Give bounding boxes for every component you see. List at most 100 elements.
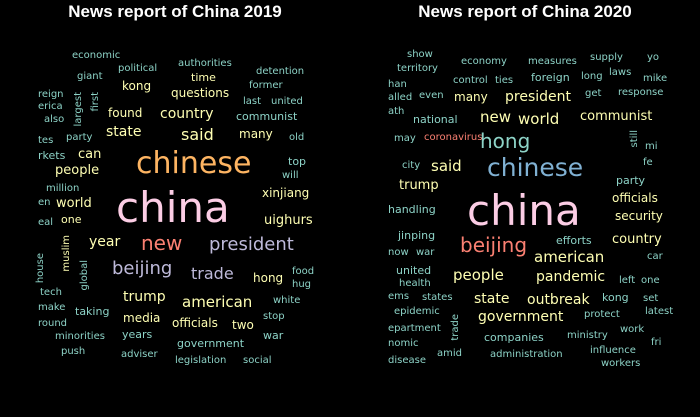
cloud-word: american xyxy=(534,248,605,266)
word-cloud: show territory economy measures supply yo laws… xyxy=(350,40,700,380)
cloud-word: can xyxy=(78,147,102,162)
cloud-word: rkets xyxy=(38,149,66,162)
cloud-word: now xyxy=(388,247,409,258)
cloud-word: even xyxy=(419,90,444,101)
cloud-word: many xyxy=(239,127,273,141)
cloud-word: erica xyxy=(38,101,63,112)
cloud-word: work xyxy=(620,324,645,335)
cloud-word: many xyxy=(454,90,488,104)
cloud-word: said xyxy=(181,125,214,144)
cloud-word: supply xyxy=(590,52,623,63)
cloud-word: workers xyxy=(601,358,641,369)
cloud-word: economic xyxy=(72,50,121,61)
cloud-word: hong xyxy=(253,271,284,285)
cloud-word: administration xyxy=(490,349,563,360)
cloud-word: stop xyxy=(263,311,285,322)
cloud-word: state xyxy=(106,124,142,140)
cloud-word: outbreak xyxy=(527,292,590,308)
cloud-word: trump xyxy=(399,178,439,193)
cloud-word: mi xyxy=(645,141,658,152)
cloud-word: house xyxy=(35,253,46,284)
cloud-word: han xyxy=(388,79,407,90)
cloud-word: government xyxy=(478,309,564,325)
cloud-word: united xyxy=(271,96,303,107)
cloud-word: found xyxy=(108,106,143,120)
cloud-word: amid xyxy=(437,348,462,359)
cloud-word: xinjiang xyxy=(262,186,310,200)
cloud-word: trump xyxy=(123,289,166,305)
cloud-word: global xyxy=(79,260,90,291)
cloud-word: beijing xyxy=(112,258,173,279)
cloud-word: legislation xyxy=(175,355,227,366)
cloud-word: uighurs xyxy=(264,213,313,228)
panel-title: News report of China 2020 xyxy=(418,2,632,21)
cloud-word: new xyxy=(141,231,183,255)
cloud-word: may xyxy=(394,133,416,144)
cloud-word: companies xyxy=(484,331,544,344)
cloud-word: also xyxy=(44,114,65,125)
cloud-word: city xyxy=(402,160,421,171)
cloud-word: eal xyxy=(38,217,54,228)
cloud-word: national xyxy=(413,113,458,126)
cloud-word: people xyxy=(453,266,504,284)
word-cloud: economic political authorities time detentio… xyxy=(0,40,350,380)
cloud-word: health xyxy=(399,278,431,289)
cloud-word: one xyxy=(61,213,82,226)
cloud-word: handling xyxy=(388,203,436,216)
cloud-word: state xyxy=(474,291,510,307)
cloud-word: fri xyxy=(651,337,662,348)
cloud-word: time xyxy=(191,71,216,84)
cloud-word: coronavirus xyxy=(424,132,483,143)
cloud-word: political xyxy=(118,63,158,74)
cloud-word: get xyxy=(585,88,602,99)
cloud-word: war xyxy=(263,329,284,342)
cloud-word: muslim xyxy=(61,235,72,272)
cloud-word: security xyxy=(615,209,663,223)
cloud-word: questions xyxy=(171,86,230,100)
cloud-word: ath xyxy=(388,106,405,117)
cloud-word: fe xyxy=(643,157,653,168)
cloud-word: food xyxy=(292,266,315,277)
cloud-word: new xyxy=(480,108,512,126)
cloud-word: kong xyxy=(122,79,152,93)
cloud-word: round xyxy=(38,318,68,329)
cloud-word: giant xyxy=(77,71,103,82)
cloud-word: yo xyxy=(647,52,660,63)
cloud-word: trade xyxy=(191,264,234,283)
cloud-word: influence xyxy=(590,345,636,356)
wordcloud-panel-2020: News report of China 2020 show territory e… xyxy=(350,0,700,417)
cloud-word: minorities xyxy=(55,331,105,342)
cloud-word: said xyxy=(431,157,462,175)
cloud-word: country xyxy=(160,106,214,122)
cloud-word: en xyxy=(38,197,51,208)
cloud-word: communist xyxy=(580,109,653,124)
cloud-word: long xyxy=(581,71,603,82)
cloud-word: make xyxy=(38,302,66,313)
cloud-word: nomic xyxy=(388,338,419,349)
cloud-word: economy xyxy=(461,56,507,67)
cloud-word: world xyxy=(56,196,92,211)
cloud-word: reign xyxy=(38,89,64,100)
cloud-word: communist xyxy=(236,110,298,123)
cloud-word: still xyxy=(629,130,640,148)
wordcloud-panel-2019: News report of China 2019 economic politi… xyxy=(0,2,350,380)
cloud-word: largest xyxy=(73,92,84,127)
cloud-word: country xyxy=(612,232,662,247)
cloud-word: response xyxy=(618,87,664,98)
cloud-word: control xyxy=(453,75,488,86)
cloud-word: party xyxy=(616,174,646,187)
cloud-word: china xyxy=(467,186,581,235)
cloud-word: adviser xyxy=(121,349,158,360)
cloud-word: protect xyxy=(584,309,620,320)
cloud-word: first xyxy=(90,92,101,112)
cloud-word: year xyxy=(89,234,121,250)
cloud-word: efforts xyxy=(556,234,592,247)
cloud-word: car xyxy=(647,251,663,262)
cloud-word: will xyxy=(282,170,299,181)
cloud-word: laws xyxy=(609,67,632,78)
cloud-word: president xyxy=(505,89,571,105)
cloud-word: states xyxy=(422,292,453,303)
cloud-word: beijing xyxy=(460,233,528,257)
cloud-word: authorities xyxy=(178,58,232,69)
cloud-word: last xyxy=(243,96,262,107)
